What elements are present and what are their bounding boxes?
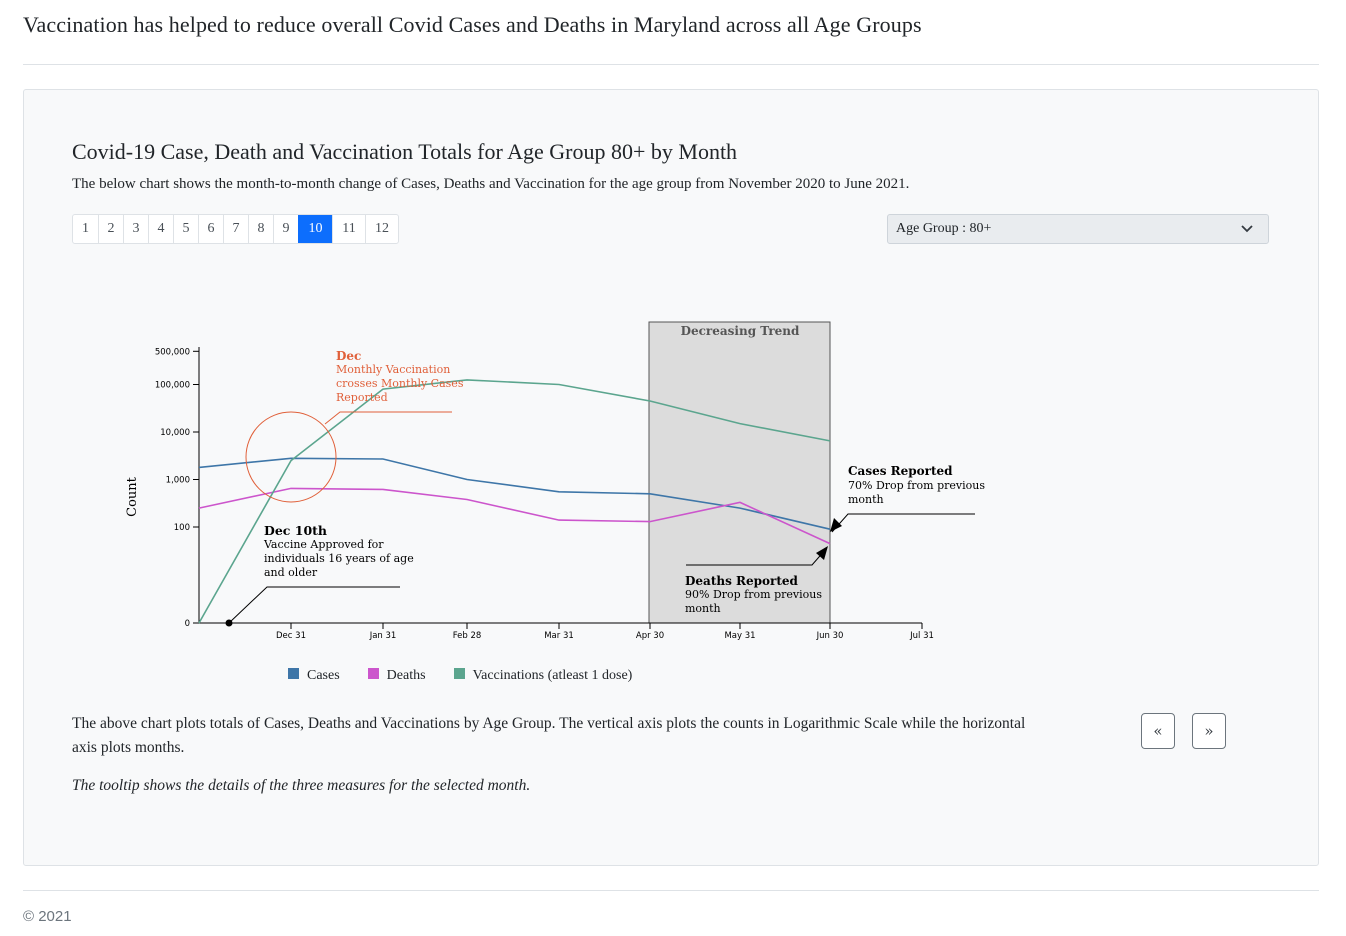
page-button-5[interactable]: 5 bbox=[173, 215, 198, 243]
legend-swatch bbox=[453, 667, 465, 679]
chart-description: The below chart shows the month-to-month… bbox=[72, 176, 910, 192]
top-divider bbox=[23, 64, 1319, 65]
deaths-arrow-head bbox=[816, 546, 828, 560]
bottom-divider bbox=[23, 890, 1319, 891]
page-button-8[interactable]: 8 bbox=[248, 215, 273, 243]
age-group-select[interactable]: Age Group : 80+ bbox=[887, 214, 1269, 244]
page-button-2[interactable]: 2 bbox=[98, 215, 123, 243]
legend-label: Deaths bbox=[386, 668, 426, 683]
page-button-10[interactable]: 10 bbox=[298, 215, 332, 243]
decreasing-trend-region bbox=[648, 321, 831, 624]
chart-title: Covid-19 Case, Death and Vaccination Tot… bbox=[72, 139, 738, 164]
y-tick-label: 100 bbox=[174, 523, 190, 533]
dec-annotation-circle bbox=[245, 411, 337, 503]
dec-annotation-connector bbox=[324, 411, 452, 425]
cases-annotation-title: Cases Reported bbox=[848, 464, 953, 478]
dec-annotation-text: crosses Monthly Cases bbox=[336, 377, 464, 390]
page-button-6[interactable]: 6 bbox=[198, 215, 223, 243]
legend-item: Deaths bbox=[367, 667, 426, 684]
cases-arrow-head bbox=[830, 518, 842, 532]
cases-annotation-text: 70% Drop from previous bbox=[848, 479, 985, 492]
deaths-annotation-text: month bbox=[685, 602, 721, 615]
page-button-3[interactable]: 3 bbox=[123, 215, 148, 243]
x-tick-label: May 31 bbox=[724, 631, 755, 641]
chart-explanation: The above chart plots totals of Cases, D… bbox=[72, 715, 1026, 756]
series-line-vaccinations bbox=[198, 379, 831, 624]
y-tick-label: 0 bbox=[185, 619, 190, 629]
chart-legend: Cases Deaths Vaccinations (atleast 1 dose) bbox=[288, 667, 660, 684]
page-button-12[interactable]: 12 bbox=[365, 215, 398, 243]
x-tick-label: Dec 31 bbox=[276, 631, 306, 641]
x-tick-label: Apr 30 bbox=[636, 631, 664, 641]
x-tick-label: Jul 31 bbox=[909, 631, 934, 641]
page-button-9[interactable]: 9 bbox=[273, 215, 298, 243]
legend-item: Cases bbox=[288, 667, 340, 684]
legend-item: Vaccinations (atleast 1 dose) bbox=[453, 667, 633, 684]
page-title: Vaccination has helped to reduce overall… bbox=[23, 12, 922, 37]
x-tick-label: Jun 30 bbox=[816, 631, 844, 641]
tooltip-note: The tooltip shows the details of the thr… bbox=[72, 777, 531, 794]
page-button-4[interactable]: 4 bbox=[148, 215, 173, 243]
dec10-connector bbox=[228, 586, 400, 624]
page-button-1[interactable]: 1 bbox=[82, 221, 89, 236]
decreasing-trend-label: Decreasing Trend bbox=[681, 324, 800, 338]
y-axis-label: Count bbox=[125, 476, 140, 517]
dec-annotation-text: Monthly Vaccination bbox=[336, 363, 450, 376]
dec10-annotation-text: individuals 16 years of age bbox=[264, 552, 414, 565]
dec10-annotation-text: and older bbox=[264, 566, 318, 579]
y-tick-label: 100,000 bbox=[155, 381, 190, 391]
cases-annotation-text: month bbox=[848, 493, 884, 506]
previous-button[interactable]: « bbox=[1141, 713, 1175, 749]
age-group-select-value: Age Group : 80+ bbox=[896, 221, 992, 236]
cases-annotation-connector bbox=[831, 513, 975, 533]
next-button[interactable]: » bbox=[1192, 713, 1226, 749]
dec-annotation-title: Dec bbox=[336, 349, 361, 363]
y-tick-label: 1,000 bbox=[166, 476, 190, 486]
footer-copyright: © 2021 bbox=[23, 908, 72, 925]
page-button-11[interactable]: 11 bbox=[332, 215, 365, 243]
chevron-down-icon bbox=[1241, 225, 1253, 233]
deaths-annotation-title: Deaths Reported bbox=[685, 574, 799, 588]
legend-swatch bbox=[288, 667, 299, 679]
scene-pagination: 1 2 3 4 5 6 7 8 9 10 11 12 bbox=[72, 214, 399, 244]
x-tick-label: Feb 28 bbox=[453, 631, 482, 641]
legend-label: Cases bbox=[307, 668, 340, 683]
x-tick-label: Mar 31 bbox=[544, 631, 574, 641]
dec-annotation-text: Reported bbox=[336, 391, 388, 404]
dec10-annotation-title: Dec 10th bbox=[264, 523, 327, 538]
legend-swatch bbox=[367, 667, 379, 679]
x-tick-label: Jan 31 bbox=[369, 631, 397, 641]
page-button-7[interactable]: 7 bbox=[223, 215, 248, 243]
deaths-annotation-text: 90% Drop from previous bbox=[685, 588, 822, 601]
y-tick-label: 10,000 bbox=[160, 428, 190, 438]
legend-label: Vaccinations (atleast 1 dose) bbox=[472, 668, 633, 683]
y-tick-label: 500,000 bbox=[155, 347, 190, 357]
series-line-deaths bbox=[198, 487, 831, 545]
dec10-annotation-text: Vaccine Approved for bbox=[263, 538, 384, 551]
